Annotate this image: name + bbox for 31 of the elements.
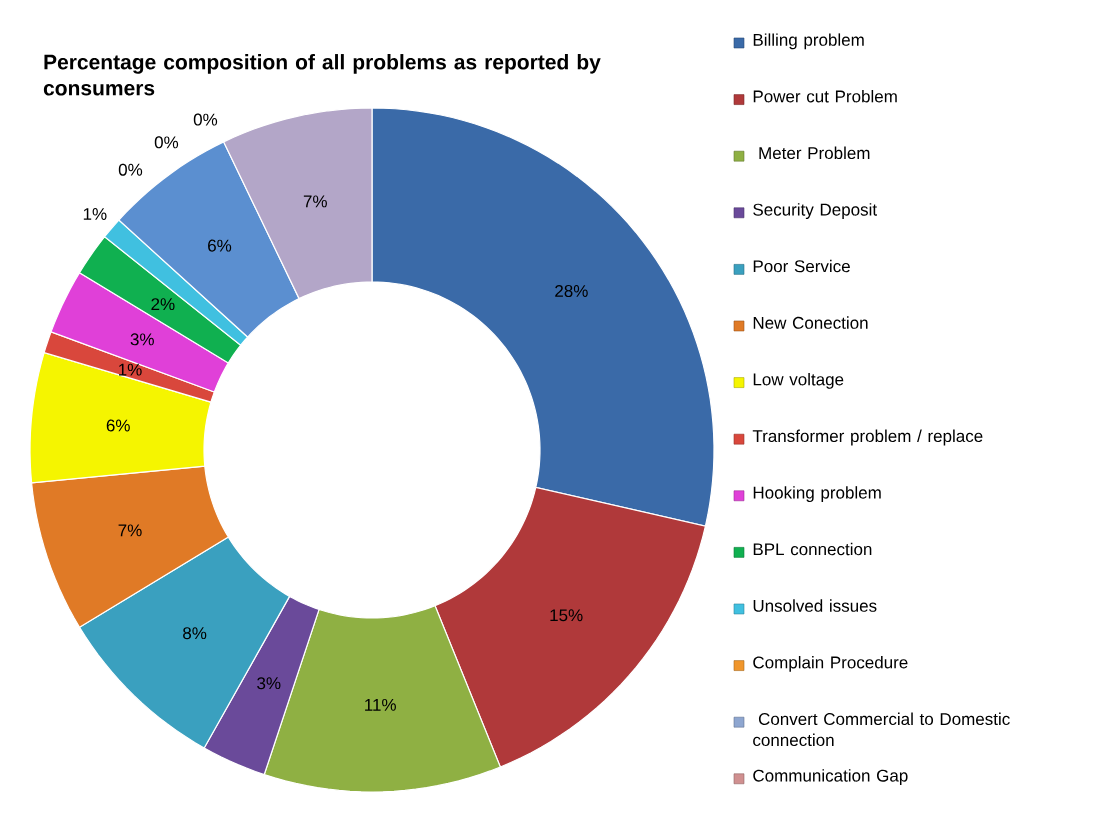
data-label: 1% [119, 363, 142, 376]
legend-label: Security Deposit [753, 203, 877, 220]
legend-label: Power cut Problem [753, 89, 897, 103]
text: 0% [154, 136, 179, 149]
legend-label: Unsolved issues [753, 599, 877, 612]
legend-label: Low voltage [753, 372, 844, 389]
data-label: 15% [550, 609, 583, 622]
data-label: 6% [208, 239, 232, 252]
text: 0% [118, 163, 143, 176]
legend-label: Meter Problem [759, 146, 870, 160]
legend-label: BPL connection [753, 542, 872, 556]
legend-label: Convert Commercial to Domestic connection [753, 712, 1010, 747]
text: Percentage composition of all problems as reported by consumers [43, 54, 601, 96]
data-label: 8% [183, 627, 207, 640]
legend-label: Hooking problem [753, 486, 881, 503]
data-label: 7% [303, 195, 327, 208]
legend-label: Complain Procedure [753, 655, 908, 672]
data-label: 3% [130, 333, 154, 346]
data-label: 1% [83, 208, 107, 220]
data-label: 11% [365, 698, 396, 711]
legend-label: Billing problem [753, 33, 864, 50]
text: 0% [193, 113, 218, 126]
data-label: 7% [118, 524, 142, 537]
legend-label: Poor Service [753, 259, 850, 273]
data-label: 6% [106, 419, 130, 432]
legend-label: Communication Gap [753, 769, 908, 786]
legend-label: New Conection [753, 316, 868, 329]
data-label: 3% [257, 677, 281, 690]
data-label: 28% [555, 285, 588, 298]
data-label: 2% [151, 298, 175, 311]
legend-label: Transformer problem / replace [752, 429, 983, 446]
